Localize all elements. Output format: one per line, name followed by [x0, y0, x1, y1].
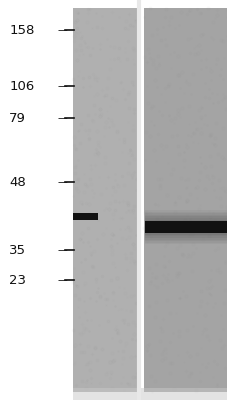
Text: —: — [58, 113, 67, 123]
Bar [144, 215, 226, 240]
Text: 35: 35 [9, 244, 26, 256]
Text: 79: 79 [9, 112, 26, 124]
Text: —: — [58, 81, 67, 91]
Text: 48: 48 [9, 176, 26, 188]
Text: —: — [58, 177, 67, 187]
Bar [73, 213, 98, 220]
Bar [144, 221, 226, 233]
Bar [144, 212, 226, 243]
Text: —: — [58, 245, 67, 255]
Bar [144, 221, 226, 233]
Bar [144, 216, 226, 238]
Text: 23: 23 [9, 274, 26, 286]
Bar [73, 388, 227, 400]
Bar [144, 213, 226, 241]
Text: —: — [58, 275, 67, 285]
Bar [144, 210, 226, 244]
Bar [0, 0, 73, 400]
Text: 106: 106 [9, 80, 34, 92]
Text: —: — [58, 25, 67, 35]
Bar [143, 8, 227, 392]
Text: 158: 158 [9, 24, 34, 36]
Bar [144, 218, 226, 236]
Bar [73, 8, 136, 392]
Bar [144, 220, 226, 235]
